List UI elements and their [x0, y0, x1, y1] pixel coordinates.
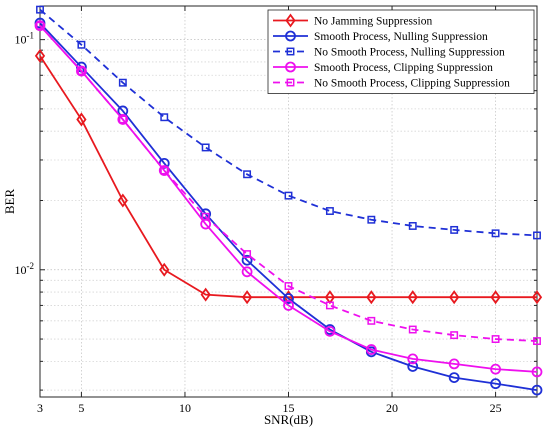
- data-point: [158, 165, 170, 176]
- data-point: [34, 20, 46, 32]
- data-point: [200, 287, 211, 302]
- data-point: [324, 325, 336, 337]
- legend-marker: [285, 61, 296, 73]
- data-point: [533, 231, 541, 240]
- data-point: [117, 193, 128, 208]
- data-point: [407, 353, 419, 365]
- data-point: [533, 337, 541, 346]
- data-point: [491, 229, 500, 238]
- y-axis-label: BER: [2, 189, 17, 215]
- data-point: [408, 222, 417, 230]
- data-point: [76, 112, 87, 127]
- legend-entry: Smooth Process, Clipping Suppression: [273, 61, 493, 74]
- data-point: [283, 293, 294, 304]
- data-point: [241, 254, 253, 266]
- data-point: [283, 300, 294, 311]
- data-point: [160, 166, 169, 175]
- axis-layer: 3 5 10 15 20 25 10-2 10-1: [15, 5, 538, 415]
- legend-entry: No Smooth Process, Nulling Suppression: [273, 47, 505, 59]
- series-line: [39, 8, 538, 237]
- legend-label: No Jamming Suppression: [314, 16, 432, 28]
- data-point: [118, 115, 127, 124]
- data-point: [34, 48, 46, 63]
- x-tick-label: 20: [386, 401, 398, 415]
- data-point: [76, 65, 87, 77]
- data-point: [491, 335, 500, 343]
- data-point: [241, 290, 253, 305]
- data-point: [448, 372, 460, 383]
- data-point: [201, 143, 210, 152]
- data-point: [408, 325, 417, 334]
- data-point: [325, 207, 334, 215]
- legend-marker: [285, 30, 296, 42]
- data-point: [366, 290, 377, 305]
- legend-entry: No Smooth Process, Clipping Suppression: [273, 78, 510, 90]
- legend: No Jamming Suppression Smooth Process, Nu…: [267, 9, 535, 94]
- series-line: [39, 55, 537, 299]
- data-point: [450, 331, 459, 340]
- data-point: [36, 5, 44, 14]
- series-5: [36, 21, 541, 346]
- x-tick-label: 25: [490, 401, 502, 415]
- legend-entry: Smooth Process, Nulling Suppression: [273, 30, 488, 43]
- data-point: [243, 170, 252, 179]
- y-tick-label: 10-1: [15, 31, 35, 47]
- data-point: [36, 21, 44, 30]
- x-tick-label: 10: [179, 401, 191, 415]
- series-3: [36, 5, 541, 240]
- data-point: [490, 378, 501, 390]
- data-point: [325, 301, 334, 310]
- data-point: [407, 290, 418, 305]
- legend-label: No Smooth Process, Nulling Suppression: [314, 47, 505, 59]
- data-point: [531, 384, 543, 396]
- x-tick-label: 15: [283, 401, 295, 415]
- x-tick-label: 5: [78, 401, 84, 415]
- data-point: [450, 225, 459, 234]
- y-tick-label: 10-2: [15, 261, 35, 277]
- series-line: [39, 25, 538, 342]
- legend-box: [267, 9, 535, 94]
- series-layer: [34, 5, 543, 396]
- data-point: [200, 208, 212, 220]
- data-point: [117, 114, 129, 125]
- data-point: [159, 262, 170, 277]
- data-point: [77, 67, 86, 76]
- data-point: [490, 363, 501, 375]
- legend-marker: [285, 13, 296, 28]
- data-point: [160, 113, 169, 122]
- data-point: [284, 191, 293, 200]
- data-point: [449, 290, 460, 305]
- legend-marker: [286, 78, 295, 87]
- data-point: [367, 215, 376, 224]
- data-point: [367, 316, 376, 325]
- data-point: [531, 290, 543, 305]
- legend-label: No Smooth Process, Clipping Suppression: [314, 78, 510, 90]
- data-point: [243, 250, 252, 259]
- data-point: [490, 290, 501, 305]
- data-point: [284, 282, 293, 290]
- data-point: [118, 78, 127, 87]
- data-point: [241, 266, 253, 278]
- data-point: [407, 361, 419, 372]
- data-point: [77, 40, 86, 49]
- data-point: [531, 366, 543, 378]
- x-tick-label: 3: [37, 401, 43, 415]
- data-point: [365, 344, 377, 355]
- x-axis-label: SNR(dB): [264, 412, 313, 427]
- data-point: [201, 212, 210, 221]
- legend-marker: [286, 47, 295, 56]
- legend-entry: No Jamming Suppression: [273, 13, 432, 28]
- legend-label: Smooth Process, Clipping Suppression: [314, 62, 493, 74]
- data-point: [448, 358, 460, 370]
- series-line: [39, 22, 538, 391]
- legend-label: Smooth Process, Nulling Suppression: [314, 31, 488, 43]
